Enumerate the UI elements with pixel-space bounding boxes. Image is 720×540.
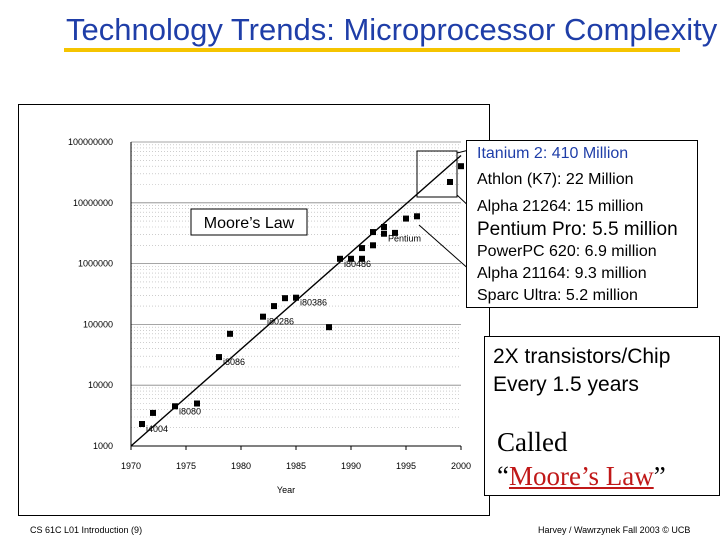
moores-law-term: Moore’s Law: [508, 461, 654, 491]
data-point: [458, 163, 464, 170]
chip-athlon: Athlon (K7): 22 Million: [477, 171, 634, 188]
x-tick-label: 1985: [286, 461, 306, 471]
y-tick-label: 100000: [83, 319, 113, 329]
data-point-label: Pentium: [388, 234, 421, 244]
data-point-label: i8086: [223, 357, 245, 367]
data-point: [392, 229, 398, 236]
data-point: [370, 242, 376, 249]
x-tick-label: 1975: [176, 461, 196, 471]
data-point: [447, 178, 453, 185]
x-tick-label: 1980: [231, 461, 251, 471]
data-point: [260, 313, 266, 320]
moores-law-label: Moore’s Law: [204, 215, 295, 232]
footer-credit: Harvey / Wawrzynek Fall 2003 © UCB: [538, 525, 691, 535]
slide-title: Technology Trends: Microprocessor Comple…: [66, 12, 718, 47]
chart-frame: 1000 10000 100000 1000000 10000000 100000000 1…: [18, 104, 490, 516]
callout-highlight-box: [416, 150, 458, 198]
data-point: [293, 294, 299, 301]
data-point: [359, 245, 365, 252]
moores-law-box: 2X transistors/Chip Every 1.5 years Call…: [484, 336, 720, 496]
data-point: [216, 354, 222, 361]
trend-text: 2X transistors/Chip Every 1.5 years: [493, 343, 670, 399]
moores-law-quote: “Moore’s Law”: [497, 461, 666, 491]
x-axis-label: Year: [277, 485, 295, 495]
moores-law-label-box: [190, 208, 308, 236]
x-tick-label: 1990: [341, 461, 361, 471]
title-underline: [64, 48, 680, 52]
data-point: [150, 409, 156, 416]
y-tick-label: 1000: [93, 441, 113, 451]
chip-sparc-ultra: Sparc Ultra: 5.2 million: [477, 287, 638, 304]
data-point-label: i80286: [267, 317, 294, 327]
data-point: [227, 330, 233, 337]
y-tick-label: 10000000: [73, 198, 113, 208]
data-point: [370, 229, 376, 236]
data-point-label: i4004: [146, 424, 168, 434]
trend-line-2: Every 1.5 years: [493, 373, 639, 396]
data-point: [337, 255, 343, 262]
chip-alpha21164: Alpha 21164: 9.3 million: [477, 265, 647, 282]
footer-course: CS 61C L01 Introduction (9): [30, 525, 143, 535]
data-point-label: i8080: [179, 406, 201, 416]
data-point: [282, 295, 288, 302]
y-tick-label: 1000000: [78, 259, 113, 269]
x-tick-label: 2000: [451, 461, 471, 471]
data-point-label: i80486: [344, 259, 371, 269]
data-point: [414, 213, 420, 220]
data-point: [359, 255, 365, 262]
chip-powerpc620: PowerPC 620: 6.9 million: [477, 243, 657, 260]
data-point: [172, 403, 178, 410]
y-tick-label: 10000: [88, 380, 113, 390]
data-point: [403, 215, 409, 222]
data-point: [271, 303, 277, 310]
data-point: [381, 230, 387, 237]
chip-pentium-pro: Pentium Pro: 5.5 million: [477, 219, 678, 240]
y-tick-label: 100000000: [68, 137, 113, 147]
data-point: [194, 400, 200, 407]
chip-alpha21264: Alpha 21264: 15 million: [477, 198, 644, 215]
data-point: [381, 223, 387, 230]
data-point-label: i80386: [300, 298, 327, 308]
data-point: [139, 421, 145, 428]
x-tick-label: 1995: [396, 461, 416, 471]
x-tick-label: 1970: [121, 461, 141, 471]
trend-line-1: 2X transistors/Chip: [493, 345, 671, 368]
data-point: [348, 255, 354, 262]
called-label: Called: [497, 427, 568, 457]
moores-law-trend-line: [130, 154, 462, 447]
transistor-chart: 1000 10000 100000 1000000 10000000 100000000 1…: [68, 137, 489, 495]
chip-callout-box: Itanium 2: 410 Million Athlon (K7): 22 M…: [466, 140, 698, 308]
data-point: [326, 324, 332, 331]
chip-itanium2: Itanium 2: 410 Million: [477, 145, 629, 162]
